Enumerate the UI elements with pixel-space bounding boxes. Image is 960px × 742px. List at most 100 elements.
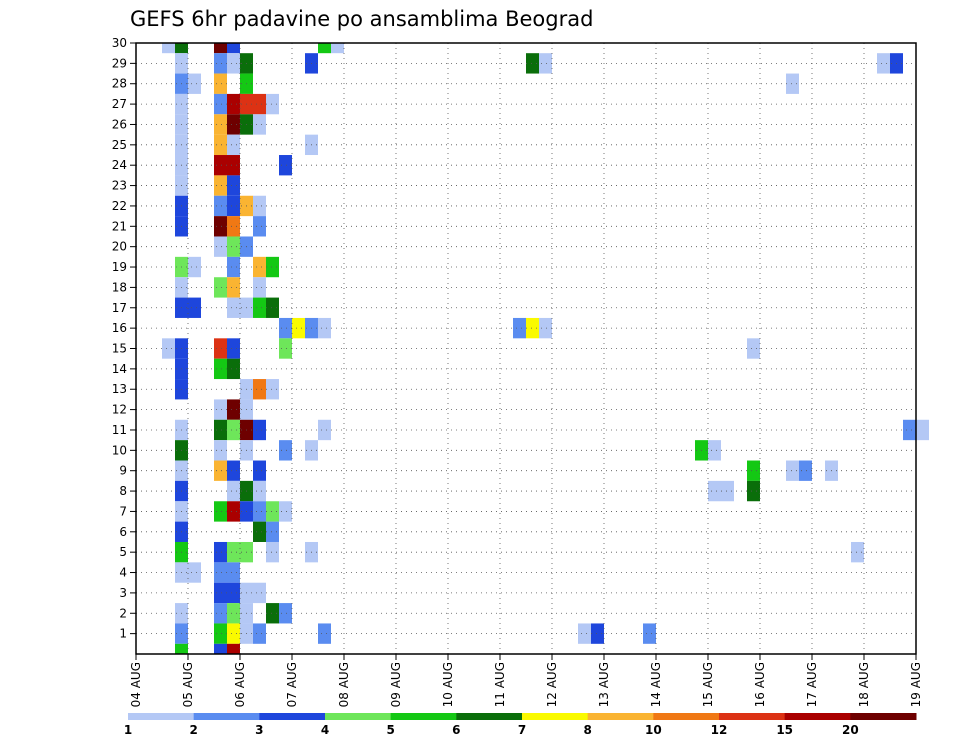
gridlines <box>136 43 916 654</box>
heatmap-cell <box>227 134 240 156</box>
heatmap-cell <box>214 358 227 380</box>
heatmap-cell <box>786 73 799 94</box>
colorbar-label: 3 <box>255 723 263 737</box>
heatmap-cell <box>253 521 266 542</box>
y-tick-label: 19 <box>112 260 127 274</box>
heatmap-cell <box>292 317 305 339</box>
heatmap-cell <box>214 175 227 196</box>
y-tick-label: 22 <box>112 199 127 213</box>
heatmap-cell <box>214 53 227 74</box>
y-tick-label: 12 <box>112 403 127 417</box>
heatmap-cell <box>214 155 227 176</box>
heatmap-cell <box>214 603 227 624</box>
heatmap-cell <box>214 623 227 644</box>
colorbar-swatch <box>193 713 260 720</box>
colorbar-label: 8 <box>583 723 591 737</box>
x-tick-label: 06 AUG <box>233 662 247 707</box>
y-tick-label: 8 <box>119 484 127 498</box>
heatmap-cell <box>747 460 760 481</box>
heatmap-cell <box>162 43 175 54</box>
y-tick-label: 16 <box>112 321 127 335</box>
x-tick-label: 11 AUG <box>493 662 507 707</box>
colorbar-label: 5 <box>386 723 394 737</box>
heatmap-cell <box>227 195 240 217</box>
heatmap-cell <box>214 419 227 441</box>
heatmap-cell <box>266 93 279 115</box>
heatmap-cell <box>903 419 916 441</box>
heatmap-cell <box>227 175 240 196</box>
heatmap-cell <box>227 562 240 583</box>
y-tick-label: 17 <box>112 301 127 315</box>
heatmap-cell <box>227 460 240 481</box>
heatmap-cell <box>266 379 279 400</box>
colorbar-swatch <box>653 713 720 720</box>
colorbar-swatch <box>128 713 195 720</box>
x-tick-label: 18 AUG <box>857 662 871 707</box>
heatmap-cell <box>214 236 227 257</box>
colorbar-swatch <box>390 713 457 720</box>
heatmap-cell <box>513 317 526 339</box>
heatmap-cell <box>253 195 266 217</box>
heatmap-cell <box>253 114 266 135</box>
colorbar-swatch <box>587 713 654 720</box>
x-tick-label: 19 AUG <box>909 662 923 707</box>
heatmap-cell <box>227 43 240 54</box>
x-tick-label: 14 AUG <box>649 662 663 707</box>
colorbar-swatch <box>719 713 786 720</box>
heatmap-cell <box>214 277 227 298</box>
heatmap-cell <box>227 53 240 74</box>
heatmap-cell <box>253 379 266 400</box>
heatmap-cell <box>916 419 929 441</box>
heatmap-cell <box>214 562 227 583</box>
y-tick-label: 2 <box>119 606 127 620</box>
y-axis-ticks: 1234567891011121314151617181920212223242… <box>112 36 136 641</box>
heatmap-cell <box>708 440 721 461</box>
heatmap-cell <box>318 317 331 339</box>
colorbar-swatch <box>325 713 392 720</box>
heatmap-cell <box>227 358 240 380</box>
x-tick-label: 10 AUG <box>441 662 455 707</box>
x-tick-label: 04 AUG <box>129 662 143 707</box>
heatmap-cell <box>591 623 604 644</box>
heatmap-cell <box>279 317 292 339</box>
heatmap-cell <box>266 603 279 624</box>
heatmap-cell <box>214 399 227 420</box>
heatmap-cell <box>708 480 721 502</box>
heatmap-cell <box>526 53 539 74</box>
heatmap-cell <box>188 297 201 318</box>
heatmap-cell <box>227 603 240 624</box>
colorbar-swatch <box>456 713 523 720</box>
heatmap-cell <box>253 582 266 604</box>
colorbar-label: 10 <box>645 723 662 737</box>
heatmap-cell <box>188 73 201 94</box>
y-tick-label: 21 <box>112 219 127 233</box>
heatmap-cell <box>266 501 279 522</box>
colorbar-label: 7 <box>518 723 526 737</box>
x-tick-label: 12 AUG <box>545 662 559 707</box>
y-tick-label: 25 <box>112 138 127 152</box>
heatmap-cell <box>253 297 266 318</box>
y-tick-label: 30 <box>112 36 127 50</box>
y-tick-label: 20 <box>112 240 127 254</box>
heatmap-cell <box>253 216 266 237</box>
heatmap-cell <box>162 338 175 359</box>
x-tick-label: 09 AUG <box>389 662 403 707</box>
heatmap-cell <box>747 338 760 359</box>
heatmap-cell <box>799 460 812 481</box>
x-tick-label: 16 AUG <box>753 662 767 707</box>
colorbar: 1 2 3 4 5 6 7 8 10 12 15 20 <box>124 713 917 737</box>
heatmap-cell <box>266 541 279 563</box>
heatmap-cell <box>214 338 227 359</box>
colorbar-label: 1 <box>124 723 132 737</box>
heatmap-cell <box>266 521 279 542</box>
heatmap-cell <box>227 419 240 441</box>
heatmap-cell <box>643 623 656 644</box>
heatmap-cell <box>214 216 227 237</box>
heatmap-cell <box>526 317 539 339</box>
heatmap-cell <box>253 256 266 278</box>
colorbar-swatch <box>522 713 589 720</box>
heatmap-cell <box>214 195 227 217</box>
heatmap-cell <box>578 623 591 644</box>
heatmap-cell <box>266 256 279 278</box>
y-tick-label: 28 <box>112 77 127 91</box>
